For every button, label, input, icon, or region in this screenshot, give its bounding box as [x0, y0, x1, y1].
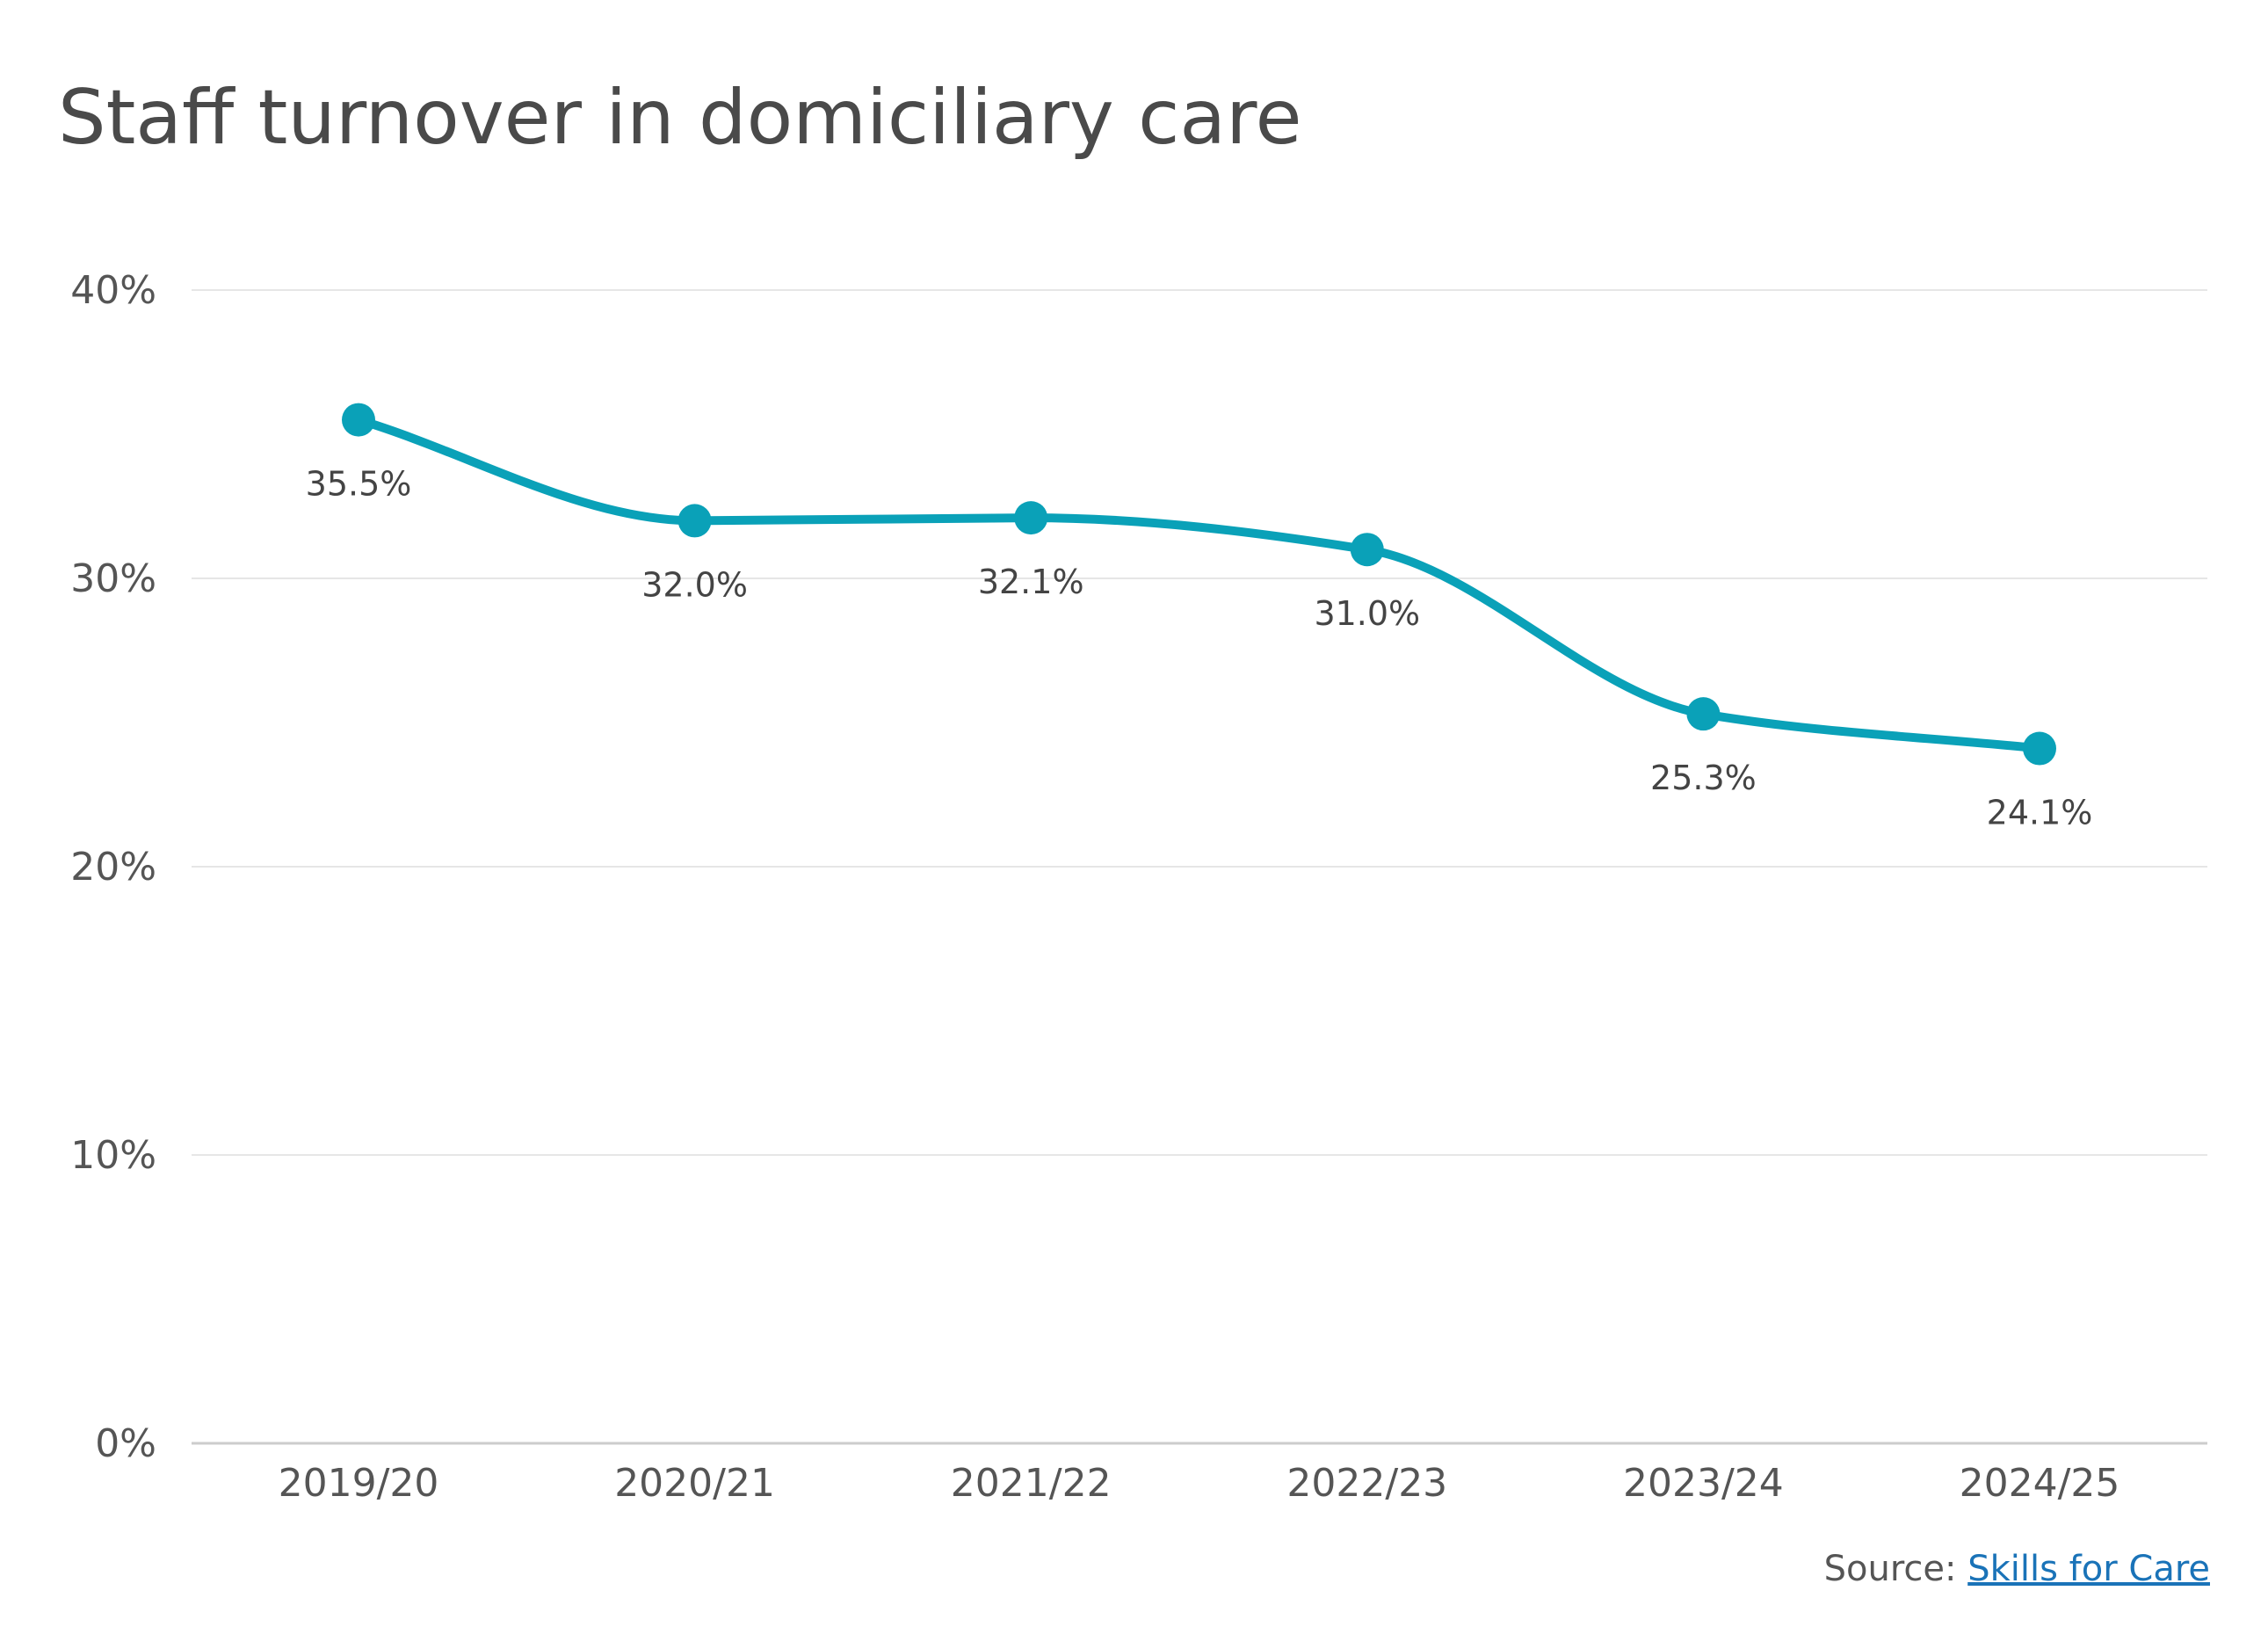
chart-title: Staff turnover in domiciliary care	[58, 74, 1302, 162]
y-tick-label: 30%	[70, 556, 156, 601]
x-tick-label: 2022/23	[1286, 1461, 1447, 1506]
data-label: 32.1%	[978, 563, 1084, 601]
x-tick-label: 2021/22	[951, 1461, 1112, 1506]
data-point	[342, 403, 375, 437]
data-point	[2023, 731, 2056, 766]
y-tick-label: 20%	[70, 845, 156, 890]
data-label: 24.1%	[1987, 794, 2093, 832]
y-tick-label: 0%	[95, 1421, 156, 1466]
gridlines	[192, 289, 2207, 1445]
source-prefix: Source:	[1823, 1549, 1957, 1589]
x-tick-label: 2024/25	[1960, 1461, 2120, 1506]
series-turnover	[342, 403, 2056, 766]
y-tick-label: 40%	[70, 268, 156, 313]
y-tick-label: 10%	[70, 1133, 156, 1178]
data-label: 25.3%	[1650, 759, 1757, 797]
data-labels: 35.5% 32.0% 32.1% 31.0% 25.3% 24.1%	[306, 465, 2093, 832]
data-label: 32.0%	[641, 565, 748, 604]
data-point	[1014, 501, 1048, 535]
data-label: 35.5%	[306, 465, 412, 504]
data-point	[1686, 697, 1721, 731]
series-line	[354, 415, 2044, 753]
x-axis-tick-labels: 2019/20 2020/21 2021/22 2022/23 2023/24 2024/…	[279, 1461, 2120, 1506]
data-label: 31.0%	[1314, 594, 1420, 633]
x-tick-label: 2019/20	[279, 1461, 439, 1506]
data-point	[678, 504, 712, 538]
y-axis-tick-labels: 0% 10% 20% 30% 40%	[70, 268, 156, 1466]
source-link[interactable]: Skills for Care	[1967, 1549, 2210, 1589]
data-point	[1350, 533, 1384, 567]
x-tick-label: 2023/24	[1623, 1461, 1784, 1506]
source-line: Source: Skills for Care	[1824, 1549, 2210, 1589]
x-tick-label: 2020/21	[614, 1461, 775, 1506]
